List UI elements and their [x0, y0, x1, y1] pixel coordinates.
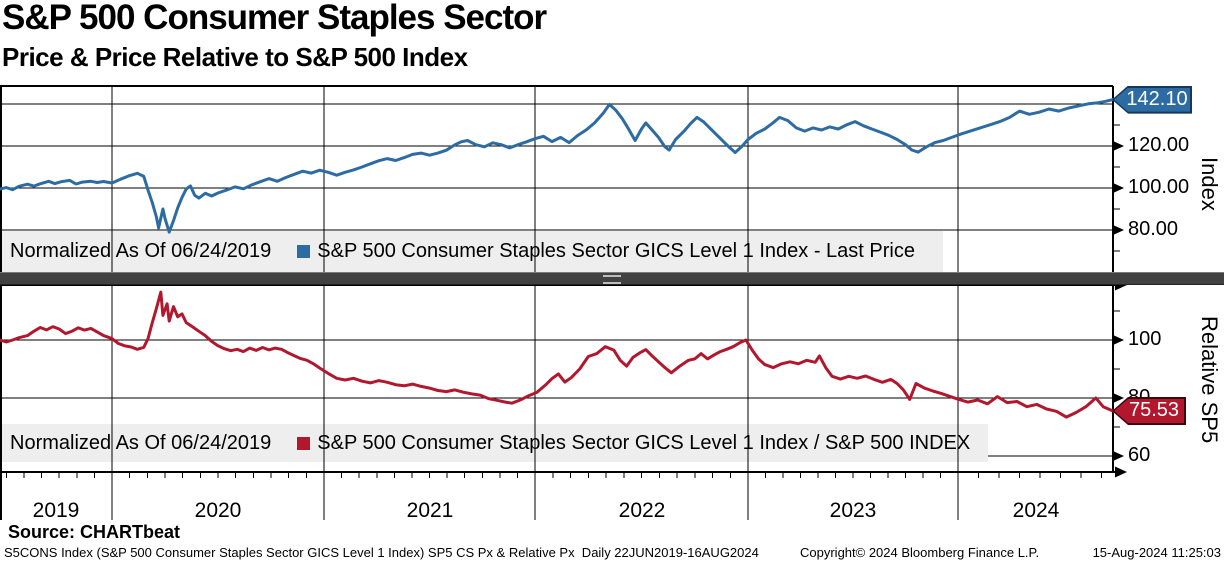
relative-axis-title: Relative SP5 — [1197, 316, 1222, 444]
source-label: Source: CHARTbeat — [8, 522, 181, 542]
relative-series-line — [0, 290, 1115, 419]
y-tick-label: 60 — [1128, 444, 1151, 467]
price-axis-title: Index — [1197, 156, 1222, 211]
major-tick-arrow-icon — [1113, 225, 1124, 235]
major-tick-arrow-icon — [1113, 335, 1124, 345]
year-label: 2019 — [32, 499, 80, 522]
year-label: 2022 — [618, 499, 666, 522]
price-series-line — [0, 98, 1115, 234]
page-subtitle: Price & Price Relative to S&P 500 Index — [2, 42, 468, 72]
relative-panel-legend: Normalized As Of 06/24/2019 S&P 500 Cons… — [2, 424, 988, 462]
price-series-label: S&P 500 Consumer Staples Sector GICS Lev… — [317, 240, 915, 262]
y-tick-label: 100.00 — [1128, 176, 1190, 199]
relative-series-swatch-icon — [297, 436, 311, 450]
price-panel-legend: Normalized As Of 06/24/2019 S&P 500 Cons… — [2, 231, 943, 272]
year-label: 2024 — [1012, 499, 1060, 522]
footer-timestamp: 15-Aug-2024 11:25:03 — [1092, 545, 1221, 560]
footer-fineprint: S5CONS Index (S&P 500 Consumer Staples S… — [0, 545, 1224, 563]
year-label: 2020 — [194, 499, 242, 522]
y-tick-label: 80.00 — [1128, 218, 1179, 241]
year-label: 2021 — [406, 499, 454, 522]
price-last-value-flag: 142.10 — [1112, 85, 1192, 114]
panel-divider[interactable] — [0, 272, 1224, 285]
relative-last-value-flag: 75.53 — [1112, 396, 1186, 425]
divider-grip-icon — [603, 275, 621, 284]
major-tick-arrow-icon — [1113, 451, 1124, 461]
major-tick-arrow-icon — [1113, 183, 1124, 193]
major-tick-arrow-icon — [1113, 141, 1124, 151]
page-title: S&P 500 Consumer Staples Sector — [2, 0, 547, 37]
major-tick-arrow-icon — [1113, 393, 1124, 403]
year-label: 2023 — [829, 499, 877, 522]
normalized-as-of-label: Normalized As Of 06/24/2019 — [10, 431, 272, 454]
footer-meta: S5CONS Index (S&P 500 Consumer Staples S… — [4, 545, 759, 560]
normalized-as-of-label: Normalized As Of 06/24/2019 — [10, 240, 272, 262]
legend-band — [2, 231, 943, 272]
legend-band — [2, 424, 988, 462]
y-tick-label: 100 — [1128, 328, 1162, 351]
axis-arrow-icon — [1115, 466, 1127, 478]
y-tick-label: 120.00 — [1128, 134, 1190, 157]
relative-series-label: S&P 500 Consumer Staples Sector GICS Lev… — [317, 431, 971, 454]
price-series-swatch-icon — [297, 245, 311, 258]
footer-copyright: Copyright© 2024 Bloomberg Finance L.P. — [800, 545, 1040, 560]
